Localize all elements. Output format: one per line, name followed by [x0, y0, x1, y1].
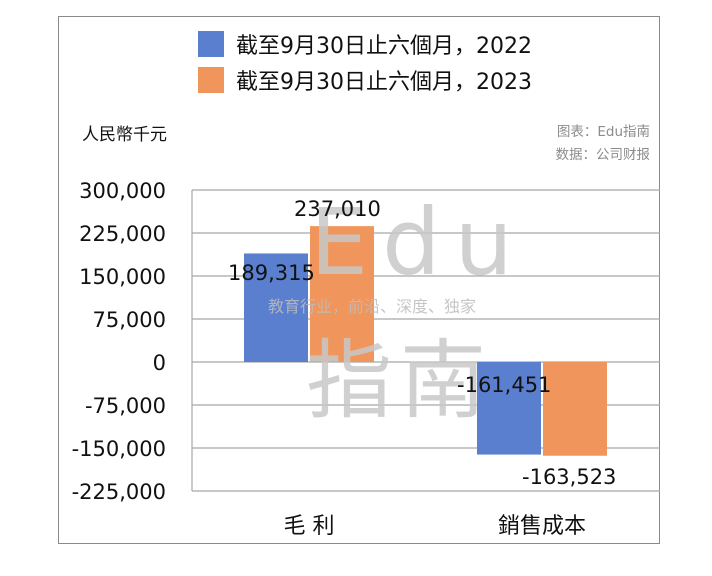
bar: [477, 362, 541, 455]
credit-data-line: 数据：公司财报: [555, 147, 651, 163]
y-tick-label: -225,000: [72, 480, 166, 504]
x-tick-label: 銷售成本: [498, 514, 586, 539]
y-axis: 300,000 225,000 150,000 75,000 0 -75,000 -150,…: [72, 179, 193, 504]
source-credit: 图表：Edu指南 数据：公司财报: [556, 121, 651, 167]
y-tick-label: 0: [153, 351, 166, 375]
y-tick-label: -150,000: [72, 437, 166, 461]
legend-item-2022: 截至9月30日止六個月，2022: [198, 30, 532, 59]
watermark-tagline: 教育行业，前沿、深度、独家: [268, 297, 476, 316]
y-tick-label: 75,000: [93, 308, 166, 332]
bar: [244, 253, 308, 362]
y-tick-label: 300,000: [79, 179, 166, 203]
legend-label-2023: 截至9月30日止六個月，2023: [236, 70, 532, 95]
data-label: 237,010: [294, 197, 381, 221]
bar: [543, 362, 607, 456]
data-label: 189,315: [228, 261, 315, 285]
legend-swatch-2023: [198, 67, 224, 93]
bars: [244, 226, 607, 456]
watermark-brand-cn: 指南: [306, 331, 494, 431]
data-labels: 189,315 237,010 -161,451 -163,523: [228, 197, 616, 489]
data-label: -163,523: [522, 465, 616, 489]
data-label: -161,451: [457, 373, 551, 397]
legend-swatch-2022: [198, 31, 224, 57]
unit-label: 人民幣千元: [82, 125, 167, 145]
y-tick-label: -75,000: [85, 394, 166, 418]
watermark-brand: Edu: [310, 189, 527, 296]
y-tick-label: 225,000: [79, 222, 166, 246]
bar: [310, 226, 374, 362]
x-tick-label: 毛 利: [284, 514, 335, 539]
legend-label-2022: 截至9月30日止六個月，2022: [236, 34, 532, 59]
y-tick-label: 150,000: [79, 265, 166, 289]
watermark: Edu 教育行业，前沿、深度、独家 指南: [268, 189, 527, 431]
credit-chart-line: 图表：Edu指南: [556, 124, 650, 140]
legend-item-2023: 截至9月30日止六個月，2023: [198, 66, 532, 95]
x-axis: 毛 利 銷售成本: [284, 514, 587, 539]
